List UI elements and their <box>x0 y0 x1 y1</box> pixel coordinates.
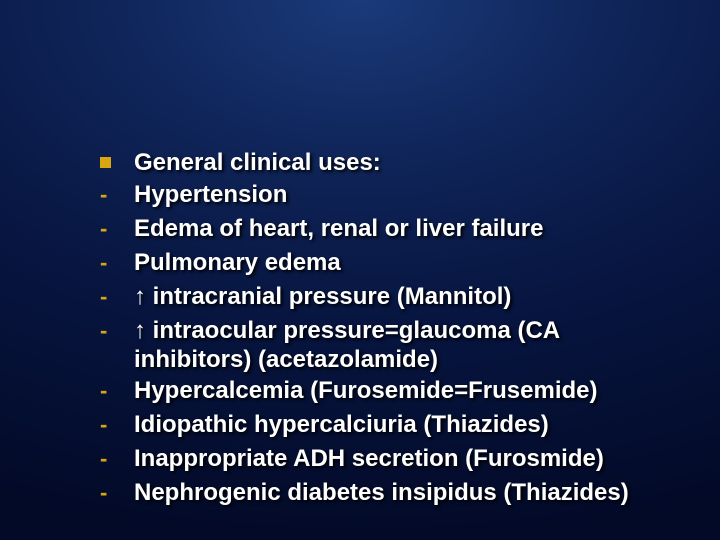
list-item: Nephrogenic diabetes insipidus (Thiazide… <box>100 478 660 510</box>
list-item: Idiopathic hypercalciuria (Thiazides) <box>100 410 660 442</box>
list-item-text: Edema of heart, renal or liver failure <box>134 214 660 243</box>
list-item-text: General clinical uses: <box>134 148 660 177</box>
list-item-text: Hypercalcemia (Furosemide=Frusemide) <box>134 376 660 405</box>
list-item-text: Pulmonary edema <box>134 248 660 277</box>
slide: General clinical uses: Hypertension Edem… <box>0 0 720 540</box>
list-item: Hypercalcemia (Furosemide=Frusemide) <box>100 376 660 408</box>
list-item: Pulmonary edema <box>100 248 660 280</box>
square-bullet-icon <box>100 148 134 178</box>
dash-bullet-icon <box>100 478 134 510</box>
dash-bullet-icon <box>100 180 134 212</box>
dash-bullet-icon <box>100 282 134 314</box>
list-item-text: ↑ intracranial pressure (Mannitol) <box>134 282 660 311</box>
list-item-text: ↑ intraocular pressure=glaucoma (CA inhi… <box>134 316 660 374</box>
list-item-text: Nephrogenic diabetes insipidus (Thiazide… <box>134 478 660 507</box>
dash-bullet-icon <box>100 410 134 442</box>
list-item: ↑ intracranial pressure (Mannitol) <box>100 282 660 314</box>
list-item-text: Inappropriate ADH secretion (Furosmide) <box>134 444 660 473</box>
dash-bullet-icon <box>100 214 134 246</box>
list-item-text: Idiopathic hypercalciuria (Thiazides) <box>134 410 660 439</box>
dash-bullet-icon <box>100 444 134 476</box>
list-item: Hypertension <box>100 180 660 212</box>
list-item-text: Hypertension <box>134 180 660 209</box>
dash-bullet-icon <box>100 316 134 348</box>
list-item: Inappropriate ADH secretion (Furosmide) <box>100 444 660 476</box>
dash-bullet-icon <box>100 248 134 280</box>
list-item: General clinical uses: <box>100 148 660 178</box>
list-item: Edema of heart, renal or liver failure <box>100 214 660 246</box>
list-item: ↑ intraocular pressure=glaucoma (CA inhi… <box>100 316 660 374</box>
dash-bullet-icon <box>100 376 134 408</box>
